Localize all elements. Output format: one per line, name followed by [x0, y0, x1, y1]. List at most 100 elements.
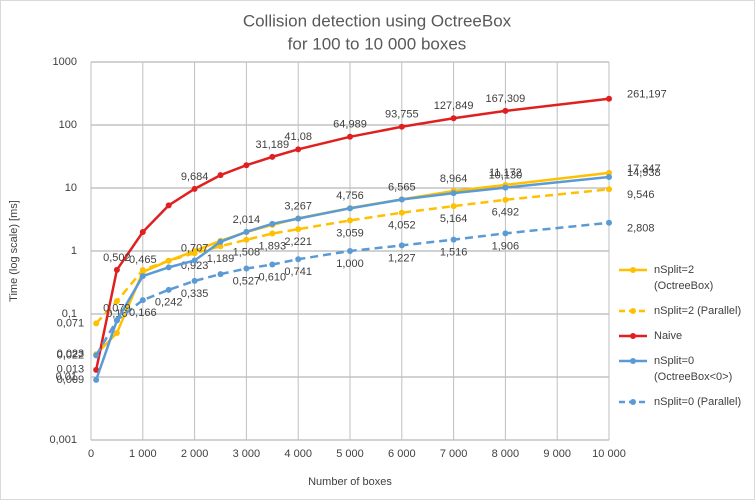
- data-label: 0,610: [259, 271, 287, 283]
- data-point: [606, 219, 612, 226]
- legend-marker: [630, 308, 636, 314]
- data-label: 0,023: [57, 348, 85, 360]
- data-label: 41,08: [284, 131, 312, 143]
- data-point: [191, 250, 198, 257]
- data-point: [191, 257, 198, 264]
- data-label: 8,964: [440, 173, 468, 185]
- data-point: [217, 243, 224, 250]
- data-point: [450, 190, 457, 197]
- data-label: 4,756: [336, 190, 364, 202]
- data-label: 1,227: [388, 252, 416, 264]
- data-point: [269, 220, 276, 227]
- data-point: [217, 172, 224, 179]
- legend-marker: [630, 399, 636, 405]
- series-line: [95, 221, 610, 357]
- x-tick-label: 5 000: [336, 448, 364, 460]
- data-point: [295, 226, 302, 233]
- x-tick-label: 4 000: [284, 448, 312, 460]
- data-point: [295, 256, 302, 263]
- y-axis-label: Time (log scale) [ms]: [8, 200, 20, 302]
- y-tick-label: 0,01: [56, 371, 77, 383]
- data-label: 4,052: [388, 220, 416, 232]
- data-point: [502, 107, 509, 114]
- legend-item: nSplit=0 (OctreeBox<0>): [618, 353, 748, 385]
- data-label: 1,508: [233, 247, 261, 259]
- chart-title: Collision detection using OctreeBox: [243, 11, 512, 30]
- data-point: [347, 205, 353, 212]
- data-label: 1,906: [492, 240, 520, 252]
- legend-label: nSplit=0 (OctreeBox<0>): [654, 355, 733, 383]
- data-label: 14,938: [627, 167, 661, 179]
- x-tick-label: 6 000: [388, 448, 416, 460]
- data-label: 0,707: [181, 242, 209, 254]
- data-point: [269, 230, 276, 237]
- data-label: 5,164: [440, 213, 468, 225]
- data-label: 93,755: [385, 109, 419, 121]
- data-label: 0,465: [129, 254, 157, 266]
- y-tick-label: 10: [65, 182, 77, 194]
- data-label: 1,189: [207, 253, 235, 265]
- data-point: [113, 266, 120, 273]
- data-point: [165, 264, 172, 271]
- data-point: [347, 217, 353, 224]
- legend-swatch: [619, 267, 647, 273]
- data-point: [93, 352, 100, 359]
- x-tick-label: 0: [88, 448, 94, 460]
- data-point: [217, 271, 224, 278]
- data-point: [139, 273, 146, 280]
- data-point: [165, 202, 172, 209]
- data-label: 3,267: [284, 201, 312, 213]
- data-label: 0,071: [57, 317, 85, 329]
- legend-marker: [630, 267, 636, 273]
- y-tick-label: 100: [59, 119, 77, 131]
- data-point: [165, 257, 172, 264]
- data-point: [347, 133, 353, 140]
- data-point: [502, 230, 509, 237]
- y-tick-label: 1000: [53, 56, 77, 68]
- data-point: [191, 185, 198, 192]
- x-tick-label: 1 000: [129, 448, 157, 460]
- legend-item: nSplit=2 (Parallel): [618, 303, 748, 319]
- x-tick-label: 2 000: [181, 448, 209, 460]
- data-point: [295, 146, 302, 153]
- data-point: [295, 215, 302, 222]
- data-label: 64,989: [333, 119, 367, 131]
- data-point: [165, 286, 172, 293]
- data-point: [139, 229, 146, 236]
- data-point: [113, 317, 120, 324]
- data-point: [398, 209, 405, 216]
- legend-marker: [630, 333, 636, 339]
- data-label: 0,502: [103, 252, 131, 264]
- data-label: 11,172: [489, 167, 522, 179]
- data-point: [606, 186, 612, 193]
- data-point: [606, 95, 612, 102]
- data-point: [450, 236, 457, 243]
- data-point: [113, 329, 120, 336]
- x-tick-label: 7 000: [440, 448, 468, 460]
- legend: nSplit=2 (OctreeBox) nSplit=2 (Parallel) N…: [618, 262, 748, 419]
- data-point: [398, 242, 405, 249]
- data-point: [243, 265, 250, 272]
- y-tick-label: 1: [71, 245, 77, 257]
- data-label: 2,221: [284, 236, 312, 248]
- data-label: 6,492: [492, 207, 520, 219]
- data-label: 0,335: [181, 288, 209, 300]
- legend-label: nSplit=2 (Parallel): [654, 305, 742, 317]
- data-point: [502, 184, 509, 191]
- data-label: 6,565: [388, 181, 416, 193]
- data-label: 1,893: [259, 240, 287, 252]
- data-label: 2,808: [627, 223, 655, 235]
- x-axis-label: Number of boxes: [308, 476, 392, 488]
- legend-swatch: [619, 308, 647, 314]
- legend-item: Naive: [618, 328, 748, 344]
- data-label: 10,130: [489, 170, 523, 182]
- data-point: [93, 320, 100, 327]
- data-label: 31,189: [255, 139, 289, 151]
- data-label: 2,014: [233, 214, 261, 226]
- data-label: 261,197: [627, 89, 667, 101]
- data-point: [502, 196, 509, 203]
- data-point: [139, 266, 146, 273]
